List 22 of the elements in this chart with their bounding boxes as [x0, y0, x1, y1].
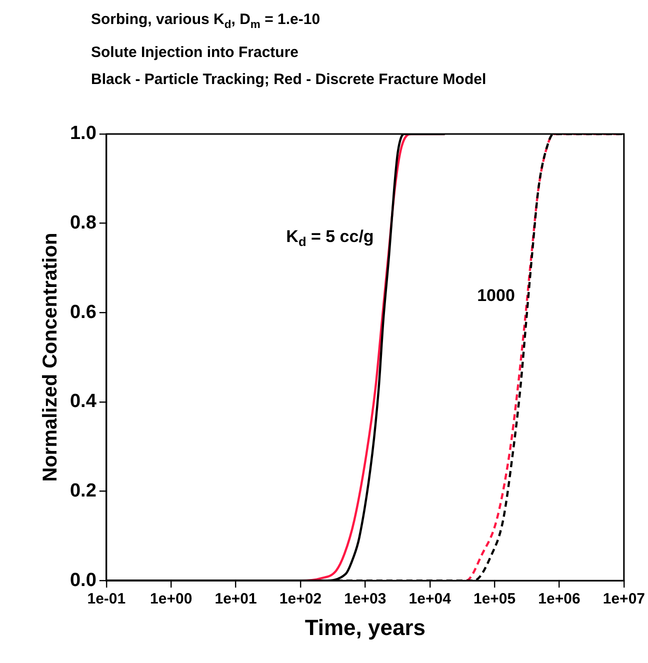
y-tick-label: 0.2: [70, 480, 96, 502]
chart-subtitle: Solute Injection into Fracture: [91, 43, 300, 63]
annotation: K$_{d}$ = 5 cc/g: [286, 226, 374, 250]
x-tick-label: 1e+00: [150, 590, 192, 608]
y-tick-label: 0.8: [70, 212, 96, 234]
x-tick-label: 1e+06: [538, 590, 580, 608]
chart-title: Sorbing, various K$_{d}$, D$_{m}$ = 1.e-10: [91, 10, 322, 33]
x-tick-label: 1e+07: [602, 590, 646, 608]
y-tick-label: 1.0: [70, 123, 96, 144]
x-tick-label: 1e+01: [214, 590, 257, 608]
y-tick-label: 0.0: [70, 570, 96, 591]
x-tick-label: 1e-01: [87, 590, 126, 608]
x-axis-title: Time, years: [304, 614, 426, 640]
x-tick-label: 1e+04: [408, 590, 452, 608]
x-tick-label: 1e+05: [473, 590, 516, 608]
y-axis-title: Normalized Concentration: [40, 232, 62, 482]
annotation: 1000: [477, 286, 515, 306]
x-tick-label: 1e+03: [344, 590, 386, 608]
x-tick-label: 1e+02: [279, 590, 322, 608]
text: Black - Particle Tracking; Red - Discrete Fracture Model: [91, 70, 486, 90]
y-tick-label: 0.4: [70, 391, 97, 412]
y-tick-label: 0.6: [70, 302, 96, 323]
